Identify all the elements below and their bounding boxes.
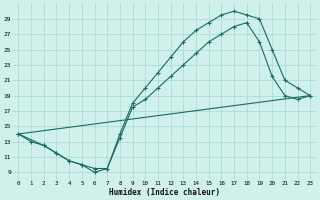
X-axis label: Humidex (Indice chaleur): Humidex (Indice chaleur) [109,188,220,197]
